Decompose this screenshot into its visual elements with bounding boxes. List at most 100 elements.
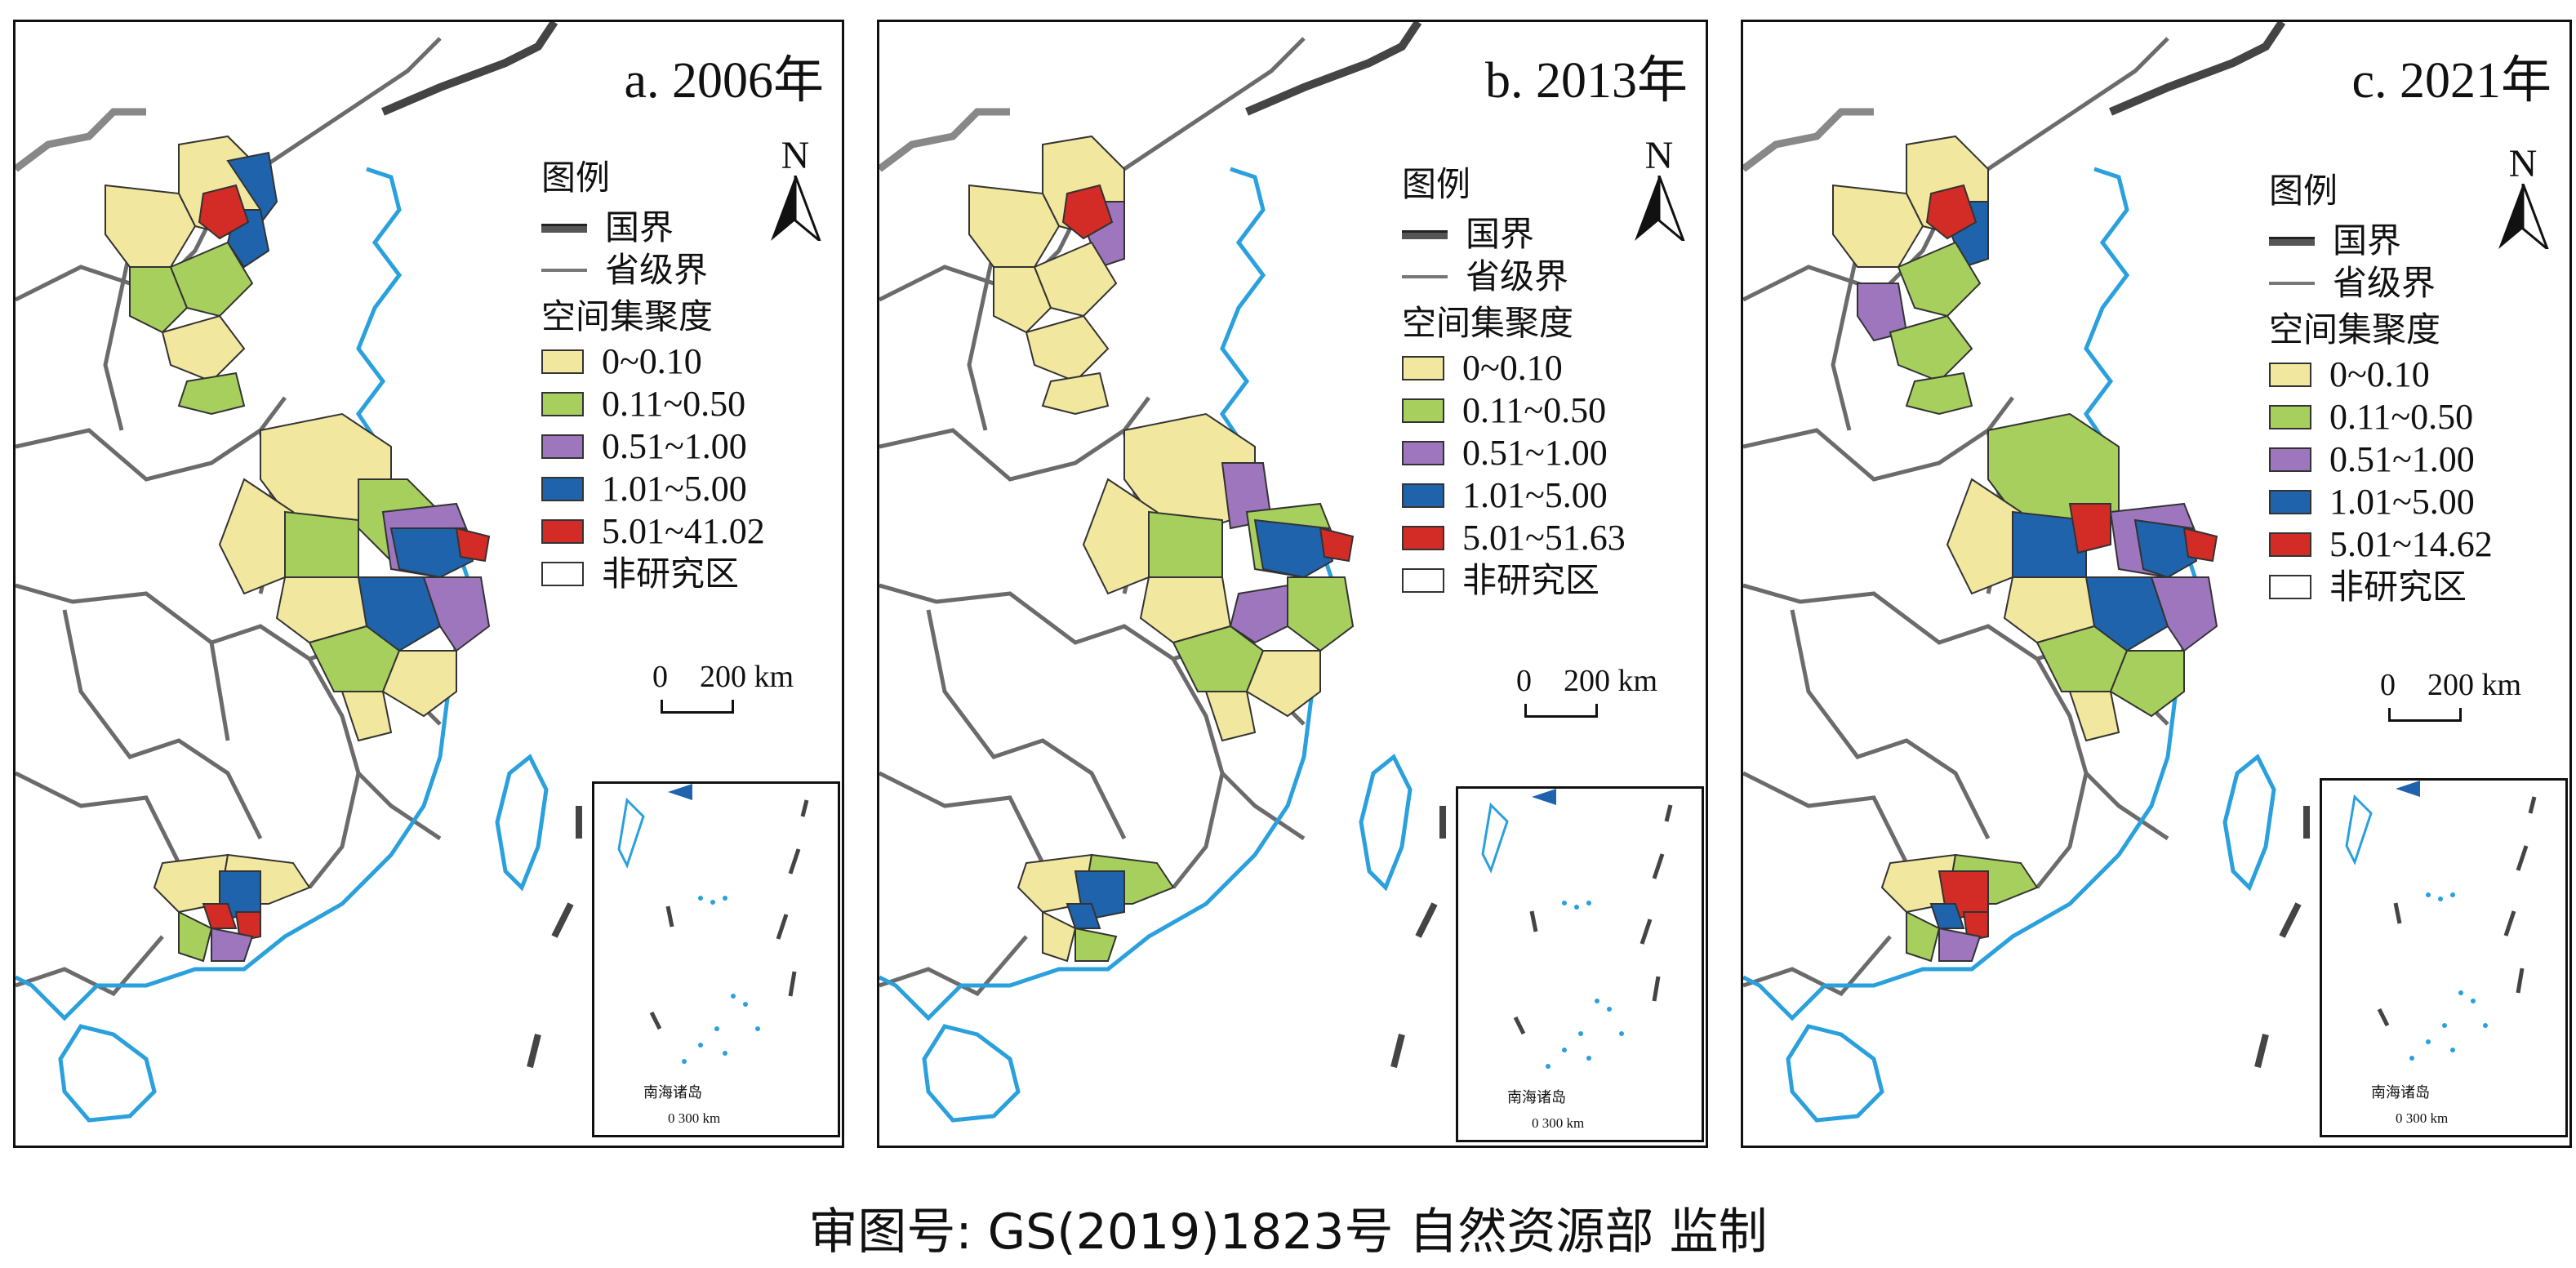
- north-arrow-icon: [2498, 183, 2551, 253]
- legend-national-border: 国界: [2333, 220, 2402, 260]
- legend-class-1: 0.11~0.50: [602, 384, 746, 424]
- legend-national-border: 国界: [605, 207, 674, 247]
- provincial-border-symbol: [2269, 282, 2315, 285]
- north-letter: N: [1644, 134, 1674, 177]
- panel-title: c. 2021年: [2351, 53, 2552, 109]
- legend-swatch-4: [1402, 526, 1444, 550]
- legend-class-0: 0~0.10: [2329, 354, 2430, 394]
- legend-national-border: 国界: [1466, 214, 1535, 254]
- legend-swatch-1: [541, 392, 584, 416]
- south-china-sea-inset: 南海诸岛 0 300 km: [1456, 786, 1704, 1142]
- scale-zero: 0: [1516, 664, 1532, 698]
- north-arrow: N: [767, 134, 824, 245]
- scale-bar: 0 200 km: [2380, 667, 2560, 732]
- north-letter: N: [781, 134, 810, 177]
- provincial-border-symbol: [1402, 275, 1448, 278]
- inset-scale-label: 300 km: [2405, 1110, 2449, 1126]
- legend: 图例 国界 省级界 空间集聚度 0~0.10 0.11~0.50 0.51~1.…: [1402, 167, 1626, 602]
- legend-swatch-3: [541, 477, 584, 501]
- scale-bar: 0 200 km: [1516, 663, 1696, 728]
- legend-swatch-0: [1402, 356, 1444, 380]
- inset-scale-zero: 0: [2396, 1110, 2403, 1126]
- legend-agg-title: 空间集聚度: [1402, 303, 1574, 343]
- legend-swatch-2: [1402, 441, 1444, 465]
- scale-label: 200 km: [2427, 668, 2522, 702]
- map-2021: [1743, 22, 2310, 1123]
- map-2006: [16, 22, 582, 1123]
- legend-non-study: 非研究区: [1462, 560, 1600, 600]
- legend-provincial-border: 省级界: [605, 250, 709, 290]
- legend-class-1: 0.11~0.50: [1462, 390, 1607, 430]
- map-panel-2006: a. 2006年 图例 国界 省级界 空间集聚度 0~0.10 0.11~0.5…: [13, 20, 844, 1148]
- legend-swatch-4: [2269, 532, 2311, 557]
- national-border-symbol: [1402, 229, 1448, 239]
- legend-class-3: 1.01~5.00: [1462, 475, 1608, 515]
- inset-caption: 南海诸岛: [1507, 1089, 1566, 1106]
- north-arrow: N: [2494, 142, 2552, 253]
- legend-swatch-3: [1402, 483, 1444, 508]
- panel-title: a. 2006年: [624, 53, 824, 109]
- map-approval-caption: 审图号: GS(2019)1823号 自然资源部 监制: [808, 1203, 1768, 1261]
- legend-agg-title: 空间集聚度: [541, 296, 714, 336]
- panel-title: b. 2013年: [1484, 53, 1688, 109]
- scale-label: 200 km: [1564, 664, 1658, 698]
- map-2013: [879, 22, 1446, 1123]
- map-panel-2013: b. 2013年 图例 国界 省级界 空间集聚度 0~0.10 0.11~0.5…: [877, 20, 1708, 1148]
- inset-map: [617, 784, 809, 1064]
- map-panel-2021: c. 2021年 图例 国界 省级界 空间集聚度 0~0.10 0.11~0.5…: [1741, 20, 2572, 1148]
- south-china-sea-inset: 南海诸岛 0 300 km: [592, 781, 840, 1137]
- scale-bar-line: [1524, 704, 1598, 718]
- legend-swatch-1: [1402, 398, 1444, 423]
- north-arrow-icon: [771, 175, 823, 245]
- legend-class-4: 5.01~51.63: [1462, 518, 1626, 558]
- inset-scale: 0 300 km: [1532, 1115, 1584, 1132]
- national-border-symbol: [2269, 236, 2315, 246]
- inset-map: [2345, 781, 2537, 1061]
- inset-scale-zero: 0: [668, 1110, 675, 1126]
- scale-bar-line: [661, 700, 734, 714]
- inset-scale-label: 300 km: [678, 1110, 721, 1126]
- national-border-symbol: [541, 223, 587, 233]
- scale-zero: 0: [2380, 668, 2396, 702]
- scale-bar: 0 200 km: [652, 659, 832, 724]
- legend-swatch-nonstudy: [2269, 575, 2311, 599]
- north-letter: N: [2508, 142, 2538, 185]
- provincial-border-symbol: [541, 269, 587, 272]
- legend-swatch-nonstudy: [1402, 568, 1444, 593]
- legend-non-study: 非研究区: [602, 554, 740, 594]
- legend-swatch-2: [541, 434, 584, 459]
- legend-class-2: 0.51~1.00: [2329, 439, 2475, 479]
- inset-caption: 南海诸岛: [2371, 1084, 2430, 1101]
- scale-zero: 0: [652, 660, 668, 694]
- legend-non-study: 非研究区: [2329, 567, 2467, 607]
- legend-title: 图例: [1402, 164, 1471, 204]
- inset-map: [1481, 789, 1673, 1069]
- legend-swatch-4: [541, 519, 584, 544]
- legend-class-1: 0.11~0.50: [2329, 397, 2474, 437]
- legend-swatch-2: [2269, 447, 2311, 472]
- legend: 图例 国界 省级界 空间集聚度 0~0.10 0.11~0.50 0.51~1.…: [541, 161, 765, 595]
- legend: 图例 国界 省级界 空间集聚度 0~0.10 0.11~0.50 0.51~1.…: [2269, 174, 2493, 608]
- legend-provincial-border: 省级界: [2333, 263, 2436, 303]
- legend-class-0: 0~0.10: [1462, 348, 1563, 388]
- inset-scale-zero: 0: [1532, 1115, 1539, 1131]
- legend-title: 图例: [2269, 171, 2338, 211]
- legend-swatch-0: [541, 349, 584, 374]
- scale-label: 200 km: [700, 660, 794, 694]
- legend-class-4: 5.01~41.02: [602, 511, 765, 551]
- legend-provincial-border: 省级界: [1466, 256, 1569, 296]
- inset-scale-label: 300 km: [1542, 1115, 1585, 1131]
- scale-bar-line: [2388, 708, 2462, 722]
- legend-class-0: 0~0.10: [602, 341, 702, 381]
- north-arrow: N: [1631, 134, 1688, 245]
- legend-swatch-3: [2269, 490, 2311, 514]
- inset-scale: 0 300 km: [668, 1110, 720, 1127]
- legend-swatch-0: [2269, 363, 2311, 387]
- south-china-sea-inset: 南海诸岛 0 300 km: [2320, 778, 2568, 1137]
- north-arrow-icon: [1635, 175, 1687, 245]
- legend-swatch-nonstudy: [541, 562, 584, 586]
- legend-class-2: 0.51~1.00: [602, 426, 747, 466]
- legend-class-3: 1.01~5.00: [2329, 482, 2475, 522]
- legend-class-4: 5.01~14.62: [2329, 524, 2493, 564]
- inset-caption: 南海诸岛: [643, 1084, 702, 1101]
